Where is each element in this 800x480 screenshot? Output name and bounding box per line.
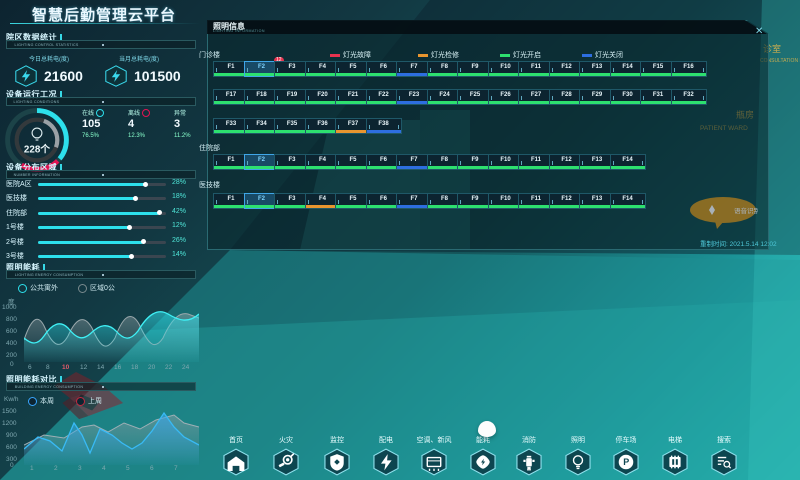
svg-text:语音识别: 语音识别 [734,206,758,215]
svg-text:P: P [623,457,629,467]
svg-text:228个: 228个 [24,143,50,156]
